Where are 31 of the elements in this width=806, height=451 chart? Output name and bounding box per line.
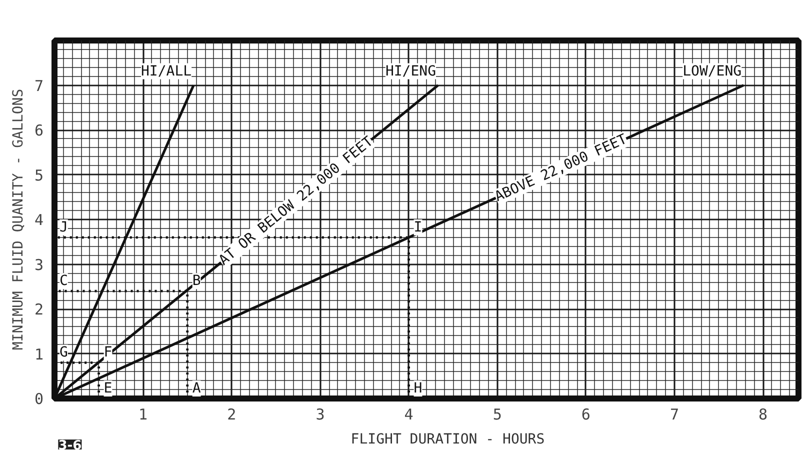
y-tick-label: 4 bbox=[34, 211, 44, 229]
annotation: I bbox=[414, 219, 422, 236]
annotation: E bbox=[104, 380, 112, 396]
text: 3-6 bbox=[58, 438, 82, 451]
y-tick-label: 6 bbox=[34, 122, 44, 140]
annotation: G bbox=[60, 344, 68, 361]
y-tick-label: 3 bbox=[34, 256, 44, 274]
y-tick-label: 0 bbox=[34, 390, 44, 408]
x-tick-label: 6 bbox=[581, 406, 590, 424]
y-tick-label: 5 bbox=[34, 166, 44, 184]
y-tick-label: 2 bbox=[34, 300, 44, 318]
x-tick-label: 1 bbox=[138, 406, 148, 424]
annotation: B bbox=[192, 273, 201, 290]
series-label: HI/ENG bbox=[385, 63, 436, 80]
x-tick-label: 2 bbox=[227, 406, 236, 424]
x-axis-title: FLIGHT DURATION - HOURS bbox=[350, 432, 545, 448]
y-axis-title: MINIMUM FLUID QUANITY - GALLONS bbox=[10, 88, 26, 350]
annotation: C bbox=[60, 273, 68, 290]
x-tick-label: 3 bbox=[316, 406, 325, 424]
x-tick-label: 7 bbox=[670, 406, 680, 424]
series-label: LOW/ENG bbox=[682, 63, 742, 80]
x-tick-label: 5 bbox=[492, 406, 502, 424]
y-tick-label: 7 bbox=[34, 76, 44, 95]
annotation: F bbox=[104, 344, 112, 361]
annotation: J bbox=[60, 219, 68, 236]
x-tick-label: 8 bbox=[758, 406, 768, 424]
x-tick-label: 4 bbox=[404, 406, 414, 424]
y-tick-label: 1 bbox=[34, 345, 44, 364]
series-label: HI/ALL bbox=[140, 63, 192, 80]
annotation: H bbox=[414, 380, 422, 396]
annotation: A bbox=[192, 380, 202, 396]
